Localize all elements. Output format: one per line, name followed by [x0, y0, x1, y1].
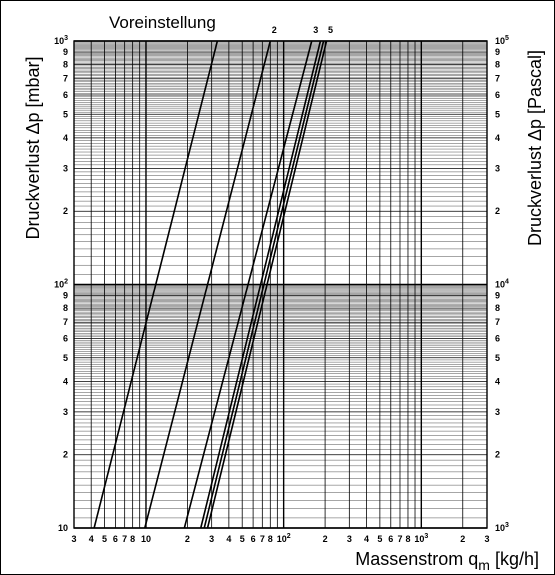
series-label-2: 2 — [272, 25, 277, 35]
y-tick-label-right: 3 — [495, 163, 500, 173]
x-tick-label: 102 — [277, 533, 291, 544]
x-tick-label: 103 — [414, 533, 428, 544]
x-tick-label: 2 — [460, 534, 465, 544]
x-tick-label: 3 — [209, 534, 214, 544]
y-axis-title-right: Druckverlust Δp [Pascal] — [525, 50, 545, 246]
y-tick-label-right: 7 — [495, 317, 500, 327]
y-tick-label-right: 6 — [495, 90, 500, 100]
y-tick-label-right: 9 — [495, 47, 500, 57]
y-tick-label-left: 5 — [63, 109, 68, 119]
y-tick-label-left: 102 — [54, 279, 68, 290]
y-tick-label-left: 9 — [63, 47, 68, 57]
y-tick-label-left: 9 — [63, 291, 68, 301]
y-tick-label-left: 6 — [63, 334, 68, 344]
x-tick-label: 5 — [102, 534, 107, 544]
x-tick-label: 10 — [141, 534, 151, 544]
x-tick-label: 4 — [226, 534, 231, 544]
y-tick-label-right: 5 — [495, 353, 500, 363]
x-tick-label: 3 — [347, 534, 352, 544]
y-tick-label-right: 8 — [495, 303, 500, 313]
x-tick-label: 6 — [388, 534, 393, 544]
x-tick-label: 8 — [268, 534, 273, 544]
x-axis-title-subscript: m — [478, 557, 490, 573]
y-tick-label-left: 4 — [63, 376, 68, 386]
y-tick-label-right: 2 — [495, 450, 500, 460]
series-line-1 — [93, 40, 219, 529]
x-tick-label: 4 — [364, 534, 369, 544]
series-line-3 — [183, 40, 313, 529]
y-tick-label-left: 103 — [54, 35, 68, 46]
grid — [73, 40, 488, 529]
x-axis-title-main: Massenstrom q — [355, 549, 478, 569]
y-tick-label-right: 6 — [495, 334, 500, 344]
y-tick-label-left: 7 — [63, 74, 68, 84]
x-axis-title: Massenstrom qm [kg/h] — [355, 549, 539, 573]
y-tick-label-right: 105 — [495, 35, 509, 46]
y-tick-label-left: 10 — [58, 523, 68, 533]
y-tick-label-left: 5 — [63, 353, 68, 363]
chart-labels: Voreinstellung Druckverlust Δp [mbar] Dr… — [23, 13, 545, 573]
y-tick-label-right: 4 — [495, 376, 500, 386]
plot-frame — [73, 40, 488, 529]
y-tick-label-right: 5 — [495, 109, 500, 119]
y-tick-label-right: 3 — [495, 407, 500, 417]
x-tick-label: 2 — [323, 534, 328, 544]
y-tick-label-left: 3 — [63, 407, 68, 417]
series-line-4b — [203, 40, 325, 529]
x-tick-label: 6 — [251, 534, 256, 544]
y-tick-label-left: 4 — [63, 133, 68, 143]
series-label-5: 5 — [328, 25, 333, 35]
y-tick-label-right: 103 — [495, 522, 509, 533]
y-tick-label-right: 8 — [495, 60, 500, 70]
y-axis-title-left: Druckverlust Δp [mbar] — [23, 56, 43, 239]
x-tick-label: 8 — [130, 534, 135, 544]
series-caption: Voreinstellung — [109, 13, 216, 32]
x-tick-label: 6 — [113, 534, 118, 544]
y-tick-label-right: 2 — [495, 206, 500, 216]
x-axis-title-unit: [kg/h] — [490, 549, 539, 569]
y-tick-label-right: 7 — [495, 74, 500, 84]
y-tick-label-left: 3 — [63, 163, 68, 173]
x-tick-label: 4 — [89, 534, 94, 544]
x-tick-label: 7 — [260, 534, 265, 544]
series-line-4 — [199, 40, 322, 529]
x-tick-label: 3 — [71, 534, 76, 544]
series-line-2 — [144, 40, 272, 529]
x-tick-label: 7 — [397, 534, 402, 544]
y-tick-label-left: 6 — [63, 90, 68, 100]
y-tick-label-left: 2 — [63, 450, 68, 460]
x-tick-label: 8 — [405, 534, 410, 544]
x-tick-label: 2 — [185, 534, 190, 544]
series-line-5 — [206, 40, 328, 529]
y-tick-label-right: 9 — [495, 291, 500, 301]
x-tick-label: 3 — [484, 534, 489, 544]
y-tick-label-left: 8 — [63, 60, 68, 70]
tick-labels: 3 4 5 6 7 8 10 2 3 4 5 6 7 8 102 2 3 4 5 6 7 8 103 2 31023456789… — [54, 35, 509, 544]
x-tick-label: 5 — [377, 534, 382, 544]
series-label-3: 3 — [313, 25, 318, 35]
y-tick-label-left: 8 — [63, 303, 68, 313]
y-tick-label-left: 7 — [63, 317, 68, 327]
y-tick-label-right: 4 — [495, 133, 500, 143]
y-tick-label-left: 2 — [63, 206, 68, 216]
y-tick-label-right: 104 — [495, 279, 509, 290]
x-tick-label: 5 — [240, 534, 245, 544]
x-tick-label: 7 — [122, 534, 127, 544]
